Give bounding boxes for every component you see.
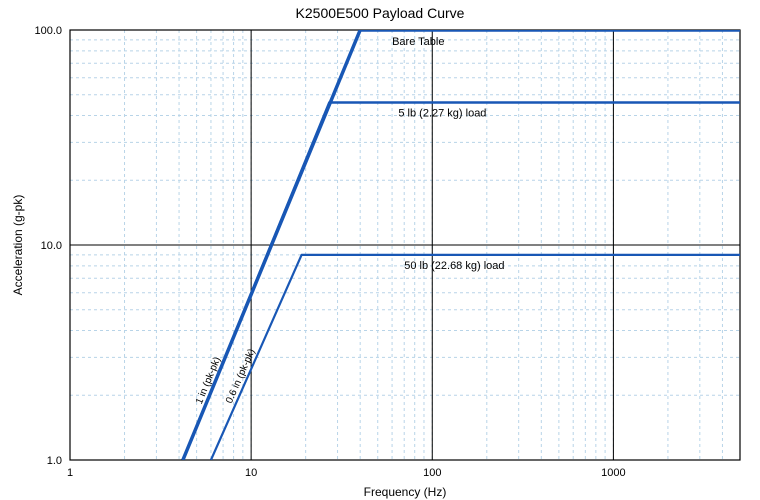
- y-axis-label: Acceleration (g-pk): [11, 195, 25, 296]
- x-tick-label: 100: [423, 467, 441, 479]
- payload-curve-chart: K2500E500 Payload Curve 1 10 100 1000 1.0 10.…: [0, 0, 760, 500]
- y-tick-label: 1.0: [47, 455, 62, 467]
- series-label: 50 lb (22.68 kg) load: [404, 260, 504, 272]
- series-label: Bare Table: [392, 36, 444, 48]
- x-tick-label: 1: [67, 467, 73, 479]
- x-axis-label: Frequency (Hz): [364, 485, 447, 499]
- y-tick-label: 10.0: [41, 240, 62, 252]
- chart-background: [0, 0, 760, 500]
- series-label: 5 lb (2.27 kg) load: [398, 108, 486, 120]
- y-tick-label: 100.0: [34, 25, 62, 37]
- x-tick-label: 10: [245, 467, 257, 479]
- chart-title: K2500E500 Payload Curve: [296, 5, 465, 21]
- x-tick-label: 1000: [601, 467, 625, 479]
